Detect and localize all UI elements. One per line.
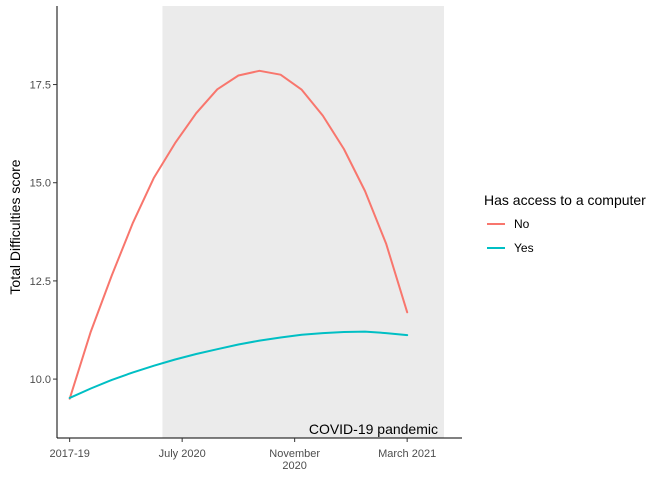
y-tick-label: 15.0 bbox=[30, 178, 51, 190]
covid-shaded-region bbox=[162, 6, 444, 438]
legend-label-yes: Yes bbox=[514, 241, 534, 255]
y-axis-ticks: 10.0 12.5 15.0 17.5 bbox=[30, 80, 57, 386]
y-axis-title: Total Difficulties score bbox=[7, 159, 23, 294]
series-line-yes bbox=[68, 330, 409, 399]
y-tick-label: 17.5 bbox=[30, 80, 51, 92]
x-tick-label: March 2021 bbox=[378, 448, 436, 460]
series-layer bbox=[68, 69, 409, 400]
series-line-no bbox=[68, 69, 409, 400]
legend-title: Has access to a computer bbox=[484, 192, 646, 208]
legend: Has access to a computer No Yes bbox=[484, 192, 646, 255]
plot-panel: COVID-19 pandemic bbox=[68, 6, 444, 438]
x-tick-label: November 2020 bbox=[269, 448, 320, 472]
x-axis-ticks: 2017-19 July 2020 November 2020 March 2021 bbox=[49, 438, 436, 472]
legend-label-no: No bbox=[514, 217, 530, 231]
x-tick-label: 2017-19 bbox=[49, 448, 89, 460]
x-tick-label: July 2020 bbox=[159, 448, 206, 460]
y-tick-label: 10.0 bbox=[30, 374, 51, 386]
legend-items: No Yes bbox=[487, 217, 534, 255]
covid-annotation: COVID-19 pandemic bbox=[309, 421, 438, 437]
y-tick-label: 12.5 bbox=[30, 276, 51, 288]
